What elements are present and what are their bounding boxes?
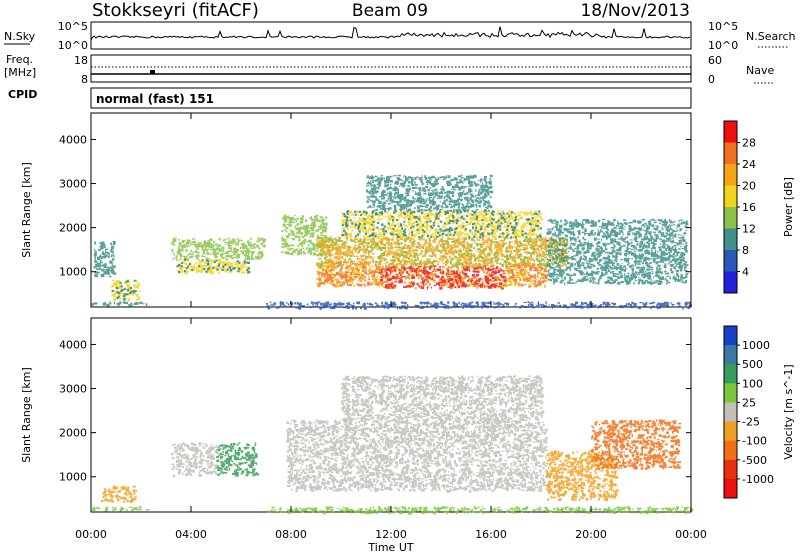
station-title: Stokkseyri (fitACF) <box>92 0 259 21</box>
colorbar-tick-label-power-4: 20 <box>742 180 756 193</box>
cpid-value: normal (fast) 151 <box>96 92 214 106</box>
colorbar-tick-label-velocity-6: -500 <box>742 454 767 467</box>
colorbar-swatch-power-1 <box>724 143 737 165</box>
colorbar-swatch-velocity-6 <box>724 441 737 461</box>
colorbar-tick-label-power-6: 28 <box>742 137 756 150</box>
cpid-label: CPID <box>8 88 37 101</box>
colorbar-label-velocity: Velocity [m s^-1] <box>782 364 795 459</box>
x-axis-label: Time UT <box>367 541 413 554</box>
x-tick-label-6: 00:00 <box>675 528 707 541</box>
colorbar-tick-label-velocity-5: -100 <box>742 435 767 448</box>
radar-summary-plot: Stokkseyri (fitACF) Beam 09 18/Nov/2013 … <box>0 0 800 554</box>
y-axis-label-velocity: Slant Range [km] <box>20 367 33 463</box>
beam-title: Beam 09 <box>352 1 428 21</box>
colorbar-swatch-power-7 <box>724 272 737 294</box>
panel-velocity: 1000 2000 3000 4000 Slant Range [km] 00:00 04:… <box>20 318 795 541</box>
freq-panel: Freq. [MHz] 18 8 60 0 Nave <box>4 53 774 86</box>
colorbar-tick-label-velocity-1: 500 <box>742 358 763 371</box>
y-tick-label-power-2: 3000 <box>59 178 87 191</box>
colorbar-tick-label-power-3: 16 <box>742 201 756 214</box>
nave-bottom-tick: 0 <box>708 73 715 86</box>
y-tick-label-power-3: 4000 <box>59 133 87 146</box>
nsearch-top-tick: 10^5 <box>708 20 738 33</box>
x-tick-label-4: 16:00 <box>475 528 507 541</box>
panel-power: 1000 2000 3000 4000 Slant Range [km] 4 8 12 16 20… <box>20 113 795 310</box>
y-tick-label-velocity-0: 1000 <box>59 471 87 484</box>
y-tick-label-velocity-2: 3000 <box>59 383 87 396</box>
nsearch-bottom-tick: 10^0 <box>708 39 738 52</box>
x-tick-label-0: 00:00 <box>75 528 107 541</box>
colorbar-tick-label-velocity-0: 1000 <box>742 339 770 352</box>
freq-bottom-tick: 8 <box>81 73 88 86</box>
freq-unit: [MHz] <box>4 66 36 79</box>
colorbar-swatch-velocity-3 <box>724 383 737 403</box>
y-tick-label-velocity-1: 2000 <box>59 427 87 440</box>
nsky-panel: N.Sky 10^5 10^0 10^5 10^0 N.Search <box>4 20 796 52</box>
colorbar-swatch-power-2 <box>724 164 737 186</box>
colorbar-tick-label-power-0: 4 <box>742 266 749 279</box>
freq-glitch <box>150 70 155 74</box>
nsky-label: N.Sky <box>4 30 36 43</box>
x-tick-label-2: 08:00 <box>275 528 307 541</box>
date-title: 18/Nov/2013 <box>580 1 690 21</box>
colorbar-label-power: Power [dB] <box>782 177 795 237</box>
nsky-bottom-tick: 10^0 <box>58 39 88 52</box>
colorbar-swatch-power-0 <box>724 121 737 143</box>
colorbar-tick-label-velocity-3: 25 <box>742 396 756 409</box>
colorbar-tick-label-power-2: 12 <box>742 223 756 236</box>
y-axis-label-power: Slant Range [km] <box>20 162 33 258</box>
y-tick-label-power-1: 2000 <box>59 222 87 235</box>
colorbar-swatch-power-5 <box>724 229 737 251</box>
colorbar-swatch-power-4 <box>724 207 737 229</box>
nave-label: Nave <box>746 64 774 77</box>
colorbar-swatch-velocity-4 <box>724 402 737 422</box>
chart-layer: 1000 2000 3000 4000 Slant Range [km] 4 8 12 16 20… <box>20 113 795 541</box>
freq-label: Freq. <box>6 53 33 66</box>
colorbar-swatch-velocity-8 <box>724 479 737 499</box>
x-tick-label-5: 20:00 <box>575 528 607 541</box>
colorbar-velocity: 1000 500 100 25 -25 -100 -500 -1000 Velocity [m … <box>724 326 795 499</box>
colorbar-swatch-velocity-7 <box>724 460 737 480</box>
nsky-trace <box>91 27 690 40</box>
x-tick-label-3: 12:00 <box>375 528 407 541</box>
colorbar-swatch-velocity-1 <box>724 345 737 365</box>
colorbar-swatch-velocity-5 <box>724 422 737 442</box>
colorbar-tick-label-velocity-4: -25 <box>742 416 760 429</box>
colorbar-tick-label-velocity-7: -1000 <box>742 473 774 486</box>
y-tick-label-velocity-3: 4000 <box>59 338 87 351</box>
colorbar-tick-label-velocity-2: 100 <box>742 377 763 390</box>
colorbar-swatch-power-6 <box>724 250 737 272</box>
freq-top-tick: 18 <box>74 54 88 67</box>
colorbar-power: 4 8 12 16 20 24 28 Power [dB] <box>724 121 795 294</box>
colorbar-tick-label-power-1: 8 <box>742 244 749 257</box>
colorbar-swatch-velocity-2 <box>724 364 737 384</box>
cpid-panel: CPID normal (fast) 151 <box>8 88 691 108</box>
nsearch-label: N.Search <box>746 30 796 43</box>
colorbar-swatch-power-3 <box>724 186 737 208</box>
x-tick-label-1: 04:00 <box>175 528 207 541</box>
colorbar-tick-label-power-5: 24 <box>742 158 756 171</box>
y-tick-label-power-0: 1000 <box>59 266 87 279</box>
nsky-top-tick: 10^5 <box>58 20 88 33</box>
nave-top-tick: 60 <box>708 54 722 67</box>
colorbar-swatch-velocity-0 <box>724 326 737 346</box>
